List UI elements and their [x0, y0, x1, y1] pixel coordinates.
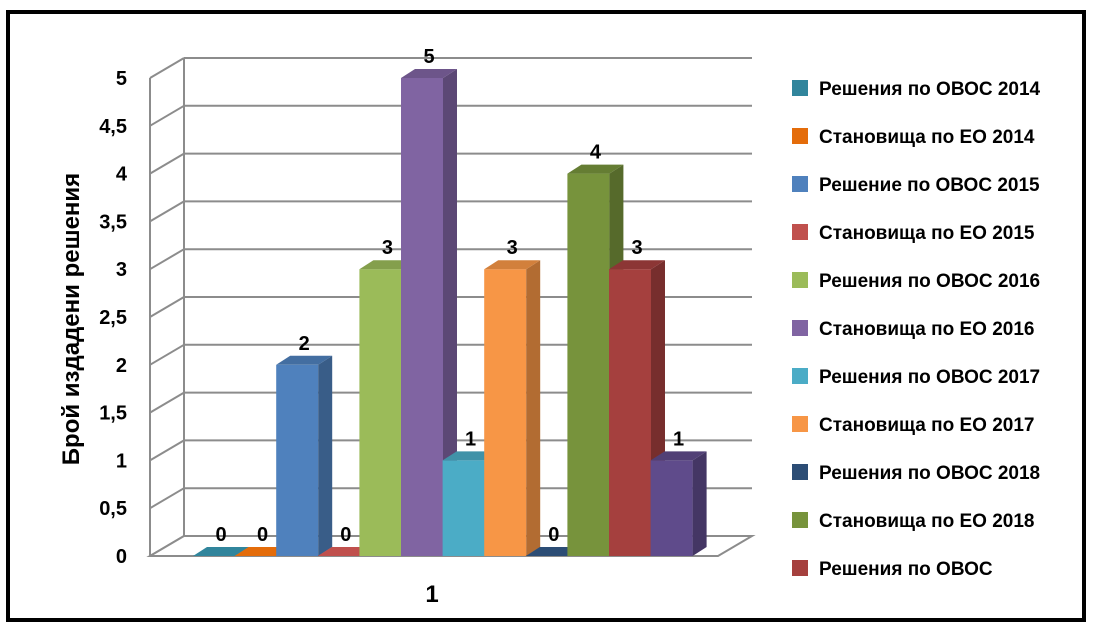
- chart-frame: [6, 10, 1086, 622]
- bar-top: [401, 69, 457, 78]
- bar: [276, 355, 333, 556]
- y-tick-label: 0,5: [99, 498, 127, 520]
- legend-swatch: [792, 80, 808, 96]
- bar-top: [567, 164, 624, 174]
- gridline-side: [149, 152, 185, 175]
- data-label: 0: [548, 524, 559, 546]
- legend-label: Решения по ОВОС 2014: [819, 79, 1041, 100]
- legend-label: Решения по ОВОС 2018: [819, 463, 1040, 484]
- data-label: 1: [673, 428, 684, 450]
- legend-label: Становища по ЕО 2015: [819, 223, 1035, 244]
- bar-side: [692, 451, 707, 556]
- data-label: 2: [299, 333, 310, 355]
- y-tick-label: 2: [116, 355, 127, 377]
- y-tick-label: 4,5: [99, 116, 127, 138]
- bar-side: [443, 69, 457, 556]
- gridline-side: [149, 248, 185, 271]
- data-label: 1: [465, 428, 476, 450]
- bar-top: [276, 355, 333, 365]
- legend-swatch: [792, 464, 808, 480]
- legend-item: Становища по ЕО 2014: [792, 127, 1035, 148]
- y-tick-label: 3: [116, 259, 127, 281]
- legend-label: Становища по ЕО 2014: [819, 127, 1035, 148]
- legend-swatch: [792, 128, 808, 144]
- gridline-side: [149, 343, 185, 366]
- gridline-side: [149, 487, 185, 510]
- gridline-side: [149, 200, 185, 223]
- legend-swatch: [792, 176, 808, 192]
- legend-label: Решения по ОВОС: [819, 559, 993, 580]
- data-label: 3: [382, 237, 393, 259]
- legend-item: Становища по ЕО 2016: [792, 319, 1035, 340]
- gridline-side: [149, 57, 185, 79]
- legend-item: Решение по ОВОС 2015: [792, 175, 1040, 196]
- legend: Решения по ОВОС 2014 Становища по ЕО 2014…: [792, 79, 1041, 580]
- legend-item: Становища по ЕО 2015: [792, 223, 1035, 244]
- bar-front: [401, 78, 443, 556]
- legend-label: Решение по ОВОС 2015: [819, 175, 1040, 196]
- legend-label: Становища по ЕО 2016: [819, 319, 1035, 340]
- gridline-side: [149, 296, 185, 318]
- bar: [650, 451, 707, 556]
- bar-front: [484, 269, 527, 556]
- legend-item: Становища по ЕО 2018: [792, 511, 1035, 532]
- legend-swatch: [792, 512, 808, 528]
- legend-label: Решения по ОВОС 2017: [819, 367, 1040, 388]
- y-tick-label: 0: [116, 546, 127, 568]
- data-label: 5: [423, 46, 434, 68]
- bar-front: [567, 173, 610, 556]
- bar-front: [442, 460, 485, 556]
- legend-item: Решения по ОВОС 2016: [792, 271, 1040, 292]
- y-tick-label: 3,5: [99, 211, 127, 233]
- legend-swatch: [792, 224, 808, 240]
- bar-front: [276, 364, 319, 556]
- legend-label: Становища по ЕО 2017: [819, 415, 1035, 436]
- legend-swatch: [792, 416, 808, 432]
- bar-side: [318, 355, 333, 556]
- bar: [484, 260, 541, 556]
- bar: [401, 69, 457, 556]
- bar: [609, 260, 665, 556]
- data-label: 4: [590, 142, 602, 164]
- legend-item: Решения по ОВОС: [792, 559, 993, 580]
- y-tick-label: 2,5: [99, 307, 127, 329]
- legend-label: Решения по ОВОС 2016: [819, 271, 1040, 292]
- gridline-side: [149, 391, 185, 414]
- legend-swatch: [792, 368, 808, 384]
- data-label: 0: [340, 524, 351, 546]
- data-label: 3: [631, 237, 642, 259]
- data-label: 0: [257, 524, 268, 546]
- y-tick-label: 1,5: [99, 403, 127, 425]
- bar-top: [193, 547, 249, 556]
- data-label: 3: [507, 237, 518, 259]
- bar: [193, 547, 249, 556]
- bar-top: [484, 260, 541, 270]
- bar-front: [359, 269, 402, 556]
- bar-front: [609, 269, 651, 556]
- x-category-label: 1: [425, 581, 438, 608]
- legend-item: Решения по ОВОС 2014: [792, 79, 1041, 100]
- bars: [193, 69, 707, 556]
- legend-item: Становища по ЕО 2017: [792, 415, 1035, 436]
- y-tick-label: 1: [116, 450, 127, 472]
- gridline-side: [149, 104, 185, 127]
- gridline-side: [149, 439, 185, 462]
- legend-swatch: [792, 560, 808, 576]
- bar-side: [526, 260, 541, 556]
- legend-swatch: [792, 272, 808, 288]
- bar-top: [609, 260, 665, 270]
- bar-front: [650, 460, 693, 556]
- bar-top: [650, 451, 707, 461]
- legend-item: Решения по ОВОС 2017: [792, 367, 1040, 388]
- data-labels: 0 0 2 0 3 5 1 3 0 4 3 1: [215, 46, 684, 546]
- legend-item: Решения по ОВОС 2018: [792, 463, 1040, 484]
- legend-swatch: [792, 320, 808, 336]
- y-axis-title: Брой издадени решения: [58, 173, 85, 465]
- legend-label: Становища по ЕО 2018: [819, 511, 1035, 532]
- y-axis-ticks: 0 0,5 1 1,5 2 2,5 3 3,5 4 4,5 5: [99, 68, 128, 568]
- data-label: 0: [215, 524, 226, 546]
- y-tick-label: 4: [116, 164, 128, 186]
- y-tick-label: 5: [116, 68, 127, 90]
